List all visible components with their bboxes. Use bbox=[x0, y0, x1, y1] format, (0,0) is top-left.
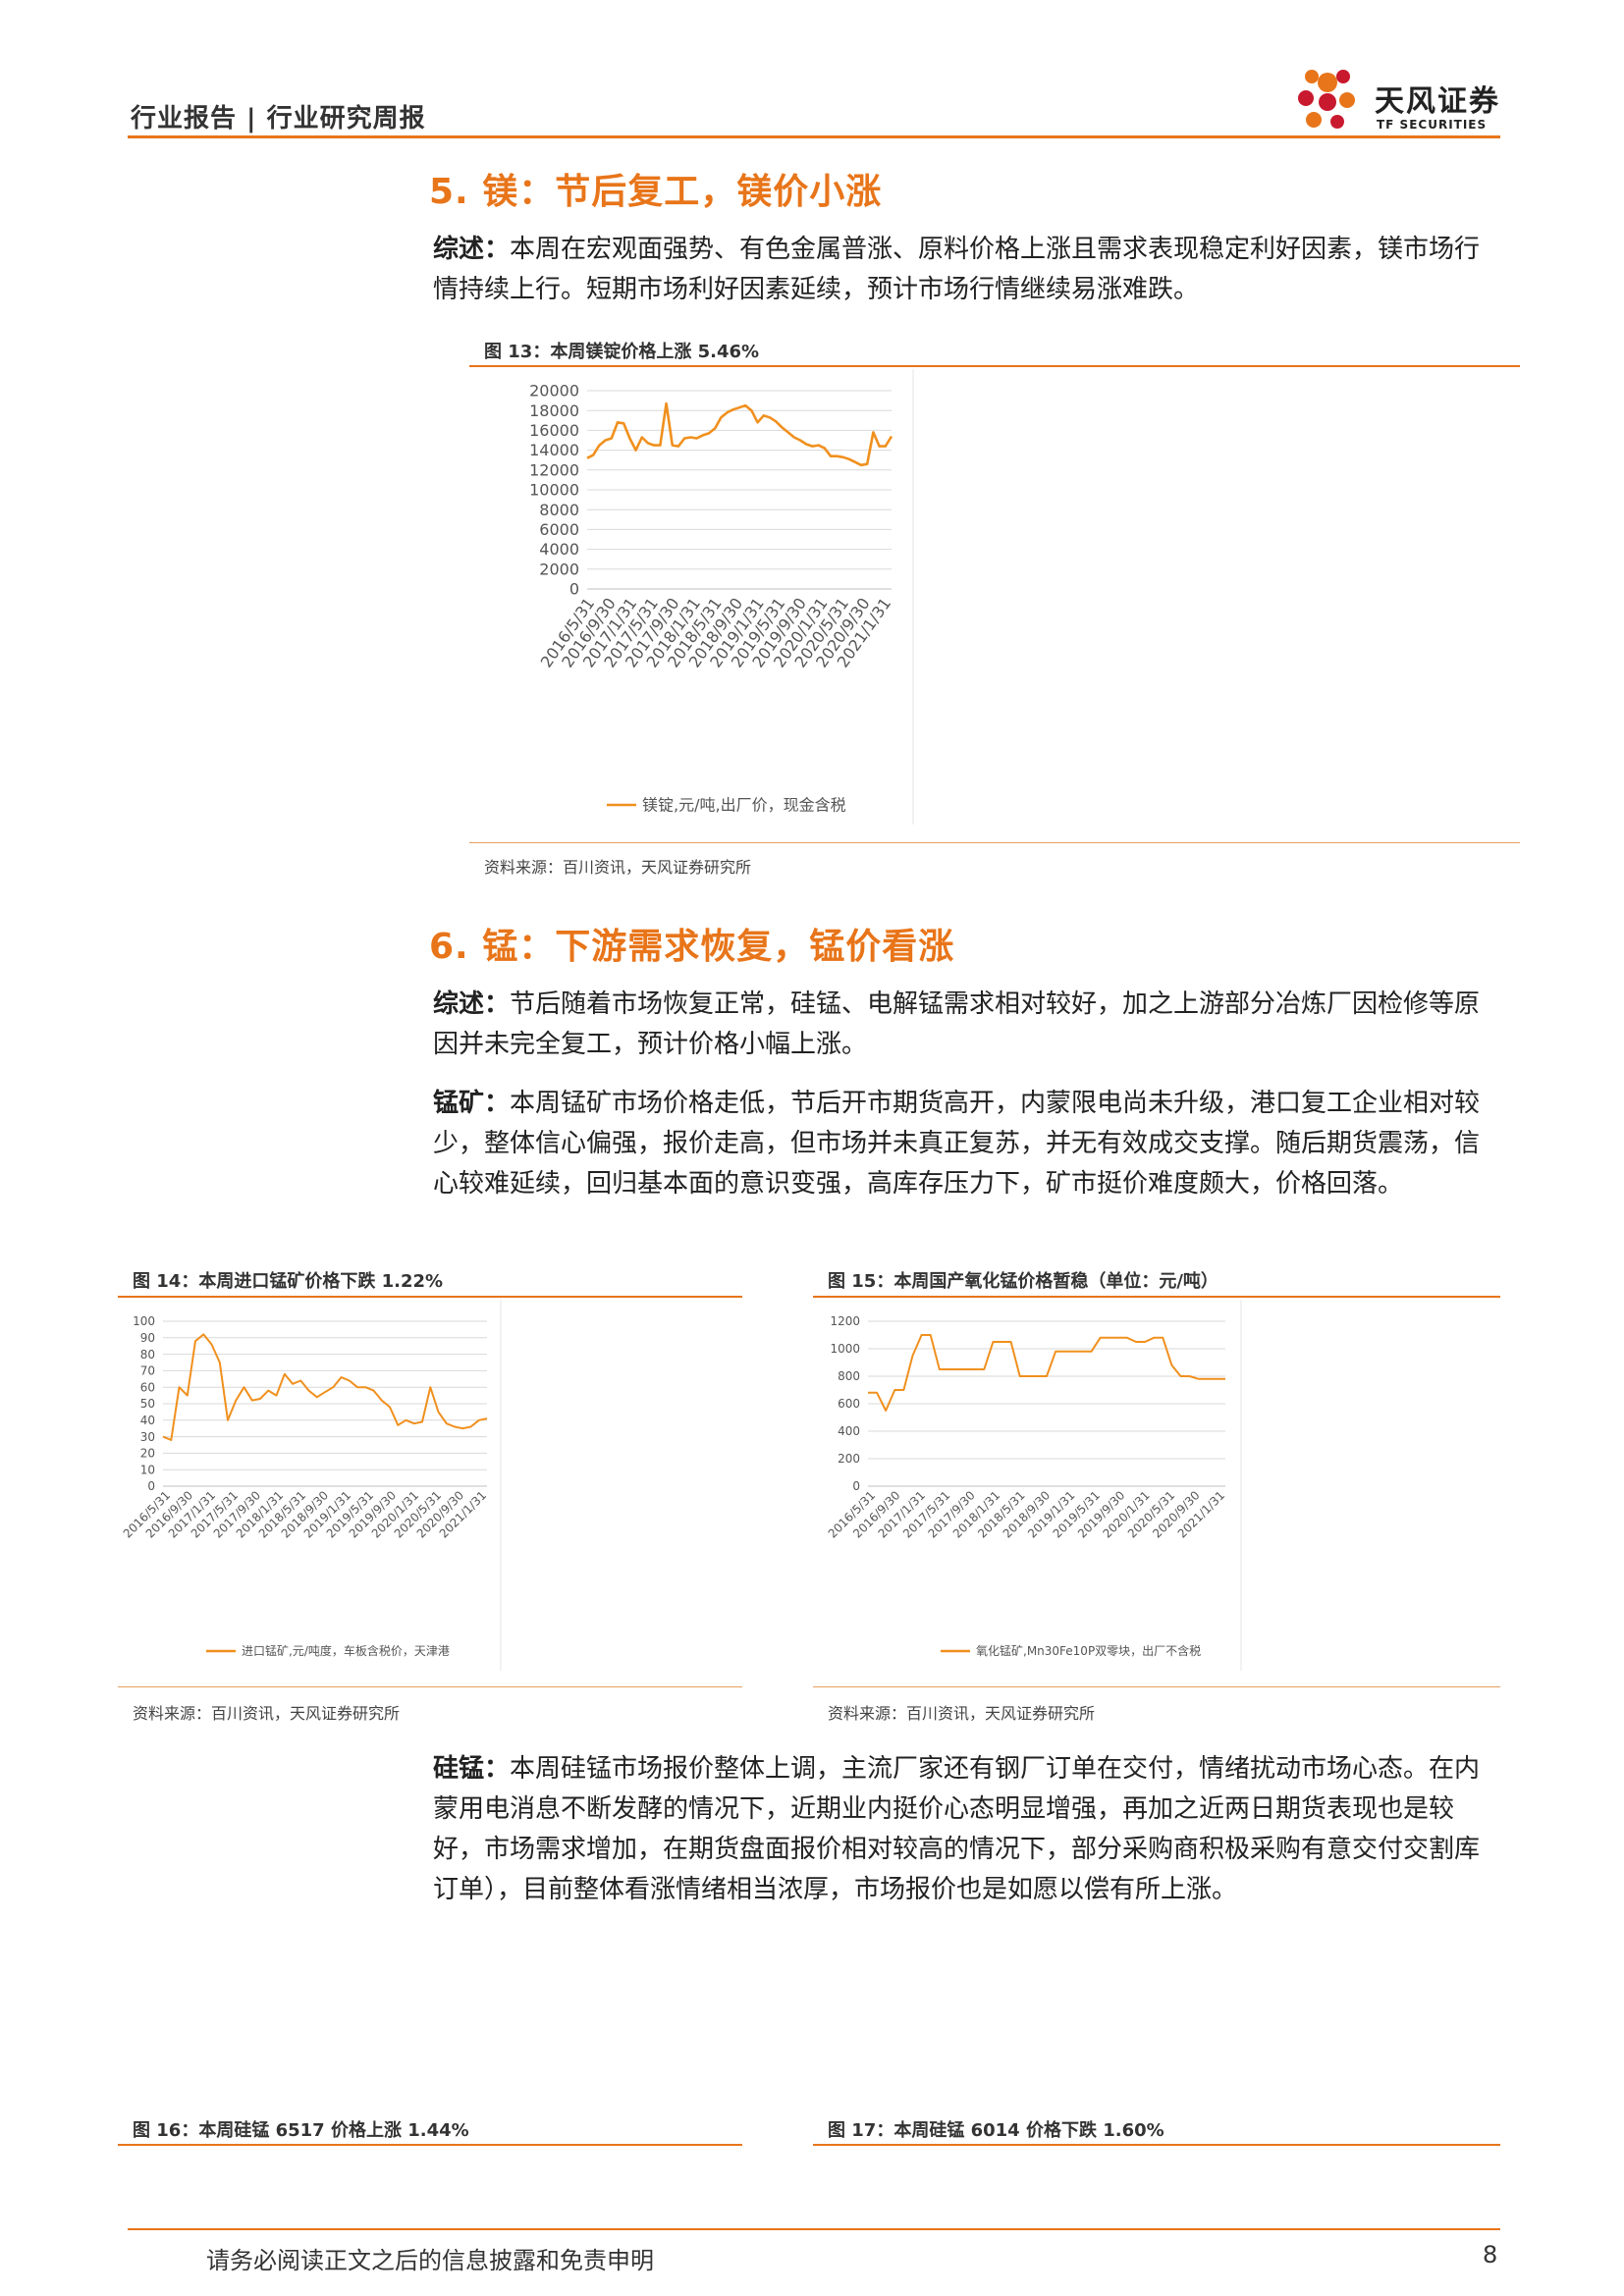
y-tick-label: 20 bbox=[140, 1447, 155, 1461]
y-tick-label: 0 bbox=[147, 1479, 155, 1493]
figure-14-bottom-rule bbox=[118, 1686, 742, 1687]
logo-flower-icon bbox=[1298, 70, 1355, 129]
figure-13-title: 图 13：本周镁锭价格上涨 5.46% bbox=[484, 342, 760, 362]
summary-label: 综述： bbox=[433, 235, 511, 264]
y-tick-label: 0 bbox=[852, 1479, 860, 1493]
section-6-title: 6. 锰：下游需求恢复，锰价看涨 bbox=[429, 927, 955, 967]
y-tick-label: 1000 bbox=[830, 1342, 860, 1356]
y-tick-label: 50 bbox=[140, 1397, 155, 1411]
y-tick-label: 6000 bbox=[539, 520, 579, 539]
figure-16-top-rule bbox=[118, 2144, 742, 2146]
y-tick-label: 0 bbox=[569, 580, 579, 599]
y-tick-label: 200 bbox=[838, 1452, 860, 1466]
figure-15-chart: 0200400600800100012002016/5/312016/9/302… bbox=[826, 1300, 1242, 1671]
y-tick-label: 80 bbox=[140, 1348, 155, 1362]
y-tick-label: 18000 bbox=[529, 401, 579, 420]
summary-label: 综述： bbox=[433, 989, 511, 1019]
figure-17-top-rule bbox=[813, 2144, 1500, 2146]
logo-text-en: TF SECURITIES bbox=[1377, 118, 1488, 132]
legend-label: 进口锰矿,元/吨度，车板含税价，天津港 bbox=[242, 1643, 450, 1658]
company-logo: 天风证券 TF SECURITIES bbox=[1284, 55, 1520, 143]
summary-text: 节后随着市场恢复正常，硅锰、电解锰需求相对较好，加之上游部分冶炼厂因检修等原因并… bbox=[433, 989, 1481, 1059]
y-tick-label: 40 bbox=[140, 1414, 155, 1427]
y-tick-label: 1200 bbox=[830, 1314, 860, 1328]
y-tick-label: 800 bbox=[838, 1369, 860, 1383]
y-tick-label: 8000 bbox=[539, 501, 579, 519]
section-5-title: 5. 镁：节后复工，镁价小涨 bbox=[429, 172, 883, 212]
section-6-summary: 综述：节后随着市场恢复正常，硅锰、电解锰需求相对较好，加之上游部分冶炼厂因检修等… bbox=[433, 985, 1503, 1065]
figure-13-bottom-rule bbox=[469, 842, 1520, 843]
y-tick-label: 12000 bbox=[529, 460, 579, 479]
ore-label: 锰矿： bbox=[433, 1089, 511, 1118]
silicon-manganese-paragraph: 硅锰：本周硅锰市场报价整体上调，主流厂家还有钢厂订单在交付，情绪扰动市场心态。在… bbox=[433, 1749, 1503, 1910]
summary-text: 本周在宏观面强势、有色金属普涨、原料价格上涨且需求表现稳定利好因素，镁市场行情持… bbox=[433, 235, 1481, 304]
figure-14-source: 资料来源：百川资讯，天风证券研究所 bbox=[133, 1704, 401, 1723]
simn-text: 本周硅锰市场报价整体上调，主流厂家还有钢厂订单在交付，情绪扰动市场心态。在内蒙用… bbox=[433, 1754, 1481, 1904]
figure-13-source: 资料来源：百川资讯，天风证券研究所 bbox=[484, 858, 752, 877]
y-tick-label: 400 bbox=[838, 1424, 860, 1438]
figure-15-source: 资料来源：百川资讯，天风证券研究所 bbox=[828, 1704, 1096, 1723]
figure-13-top-rule bbox=[469, 365, 1520, 367]
logo-text-cn: 天风证券 bbox=[1375, 84, 1500, 119]
footer-disclaimer: 请务必阅读正文之后的信息披露和免责申明 bbox=[206, 2247, 654, 2274]
section-5-summary: 综述：本周在宏观面强势、有色金属普涨、原料价格上涨且需求表现稳定利好因素，镁市场… bbox=[433, 230, 1503, 310]
y-tick-label: 70 bbox=[140, 1364, 155, 1378]
y-tick-label: 10000 bbox=[529, 481, 579, 500]
y-tick-label: 60 bbox=[140, 1380, 155, 1394]
figure-15-bottom-rule bbox=[813, 1686, 1500, 1687]
simn-label: 硅锰： bbox=[433, 1754, 511, 1784]
y-tick-label: 20000 bbox=[529, 382, 579, 400]
figure-14-title: 图 14：本周进口锰矿价格下跌 1.22% bbox=[133, 1271, 444, 1292]
manganese-ore-paragraph: 锰矿：本周锰矿市场价格走低，节后开市期货高开，内蒙限电尚未升级，港口复工企业相对… bbox=[433, 1084, 1503, 1204]
figure-14-chart: 01020304050607080901002016/5/312016/9/30… bbox=[121, 1300, 502, 1671]
series-line bbox=[586, 401, 893, 467]
y-tick-label: 4000 bbox=[539, 540, 579, 559]
page-number: 8 bbox=[1483, 2241, 1498, 2269]
y-tick-label: 100 bbox=[133, 1314, 155, 1328]
y-tick-label: 10 bbox=[140, 1463, 155, 1476]
y-tick-label: 30 bbox=[140, 1430, 155, 1444]
series-line bbox=[162, 1333, 488, 1441]
y-tick-label: 2000 bbox=[539, 560, 579, 578]
figure-15-title: 图 15：本周国产氧化锰价格暂稳（单位：元/吨） bbox=[828, 1271, 1218, 1292]
y-tick-label: 90 bbox=[140, 1331, 155, 1345]
header-title: 行业报告 | 行业研究周报 bbox=[131, 104, 426, 133]
figure-17-title: 图 17：本周硅锰 6014 价格下跌 1.60% bbox=[828, 2120, 1164, 2141]
figure-15-top-rule bbox=[813, 1296, 1500, 1298]
header-divider bbox=[128, 135, 1500, 138]
footer-divider bbox=[128, 2228, 1500, 2230]
figure-14-top-rule bbox=[118, 1296, 742, 1298]
figure-16-title: 图 16：本周硅锰 6517 价格上涨 1.44% bbox=[133, 2120, 469, 2141]
legend-label: 氧化锰矿,Mn30Fe10P双零块，出厂不含税 bbox=[976, 1643, 1201, 1658]
y-tick-label: 600 bbox=[838, 1397, 860, 1411]
y-tick-label: 14000 bbox=[529, 441, 579, 459]
series-line bbox=[868, 1334, 1225, 1412]
ore-text: 本周锰矿市场价格走低，节后开市期货高开，内蒙限电尚未升级，港口复工企业相对较少，… bbox=[433, 1089, 1481, 1199]
legend-label: 镁锭,元/吨,出厂价，现金含税 bbox=[642, 796, 846, 815]
y-tick-label: 16000 bbox=[529, 421, 579, 440]
